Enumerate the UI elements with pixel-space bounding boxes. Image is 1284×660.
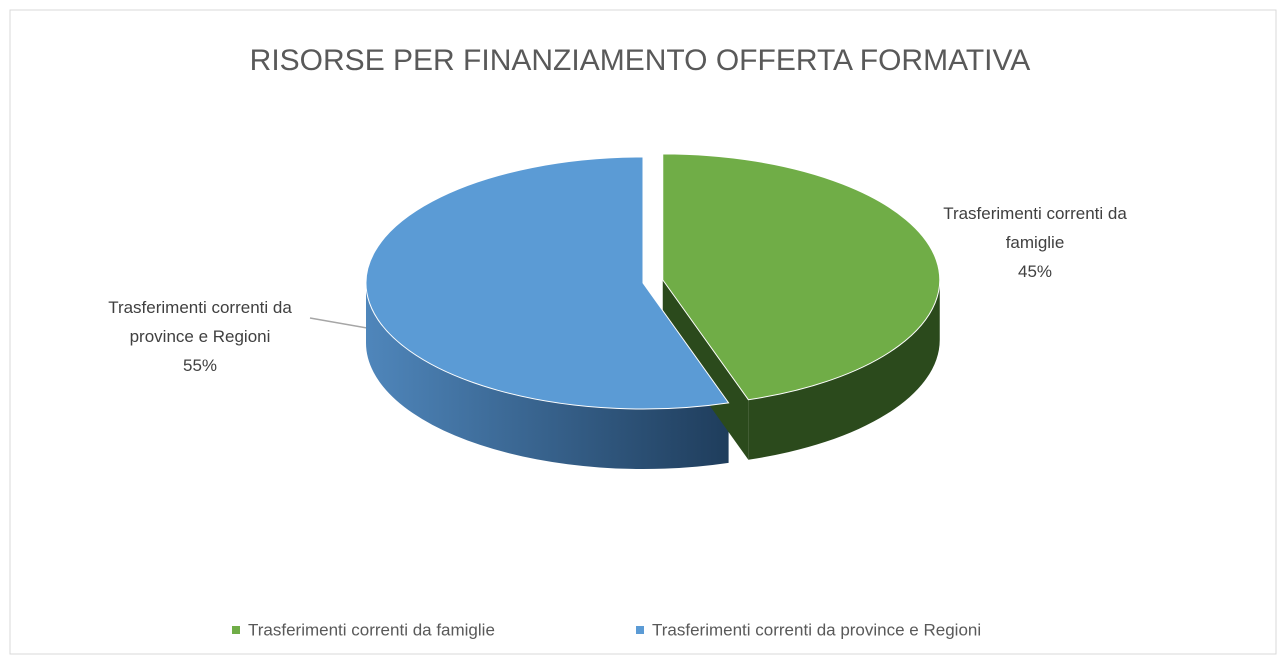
data-label: Trasferimenti correnti da province e Reg…: [100, 293, 300, 380]
label-name: Trasferimenti correnti da province e Reg…: [108, 298, 292, 346]
legend-marker: [232, 626, 240, 634]
label-value: 45%: [1017, 262, 1053, 281]
slice: [662, 153, 941, 401]
legend-marker: [636, 626, 644, 634]
label-value: 55%: [182, 356, 218, 375]
data-label: Trasferimenti correnti da famiglie 45%: [935, 199, 1135, 286]
chart-title: RISORSE PER FINANZIAMENTO OFFERTA FORMAT…: [250, 44, 1031, 77]
legend-label: Trasferimenti correnti da famiglie: [248, 620, 495, 639]
label-name: Trasferimenti correnti da famiglie: [943, 204, 1127, 252]
slice-side: [748, 279, 940, 460]
legend-label: Trasferimenti correnti da province e Reg…: [652, 620, 981, 639]
slice: [365, 156, 730, 410]
slice-side: [365, 283, 729, 469]
